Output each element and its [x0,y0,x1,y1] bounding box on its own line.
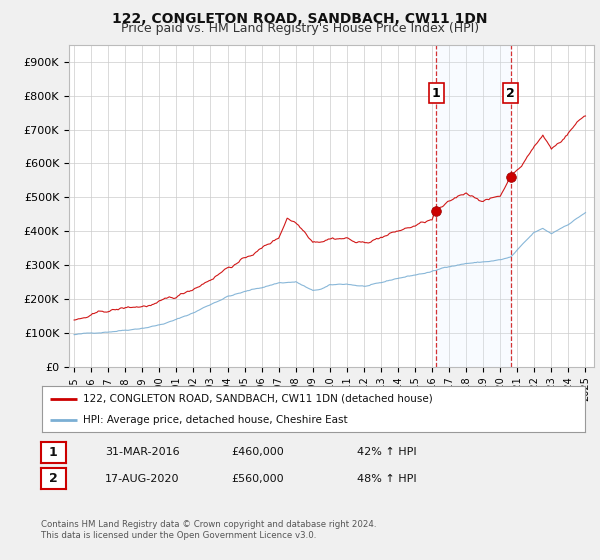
Text: 2: 2 [49,472,58,486]
Text: 42% ↑ HPI: 42% ↑ HPI [357,447,416,458]
Text: 31-MAR-2016: 31-MAR-2016 [105,447,179,458]
Text: HPI: Average price, detached house, Cheshire East: HPI: Average price, detached house, Ches… [83,415,347,425]
Text: 48% ↑ HPI: 48% ↑ HPI [357,474,416,484]
Text: 2: 2 [506,87,515,100]
Text: Price paid vs. HM Land Registry's House Price Index (HPI): Price paid vs. HM Land Registry's House … [121,22,479,35]
Text: 122, CONGLETON ROAD, SANDBACH, CW11 1DN: 122, CONGLETON ROAD, SANDBACH, CW11 1DN [112,12,488,26]
Bar [436,45,511,367]
Text: 17-AUG-2020: 17-AUG-2020 [105,474,179,484]
Text: £460,000: £460,000 [231,447,284,458]
Text: Contains HM Land Registry data © Crown copyright and database right 2024.
This d: Contains HM Land Registry data © Crown c… [41,520,376,540]
Text: 1: 1 [432,87,441,100]
Text: 1: 1 [49,446,58,459]
Text: £560,000: £560,000 [231,474,284,484]
Text: 122, CONGLETON ROAD, SANDBACH, CW11 1DN (detached house): 122, CONGLETON ROAD, SANDBACH, CW11 1DN … [83,394,433,404]
